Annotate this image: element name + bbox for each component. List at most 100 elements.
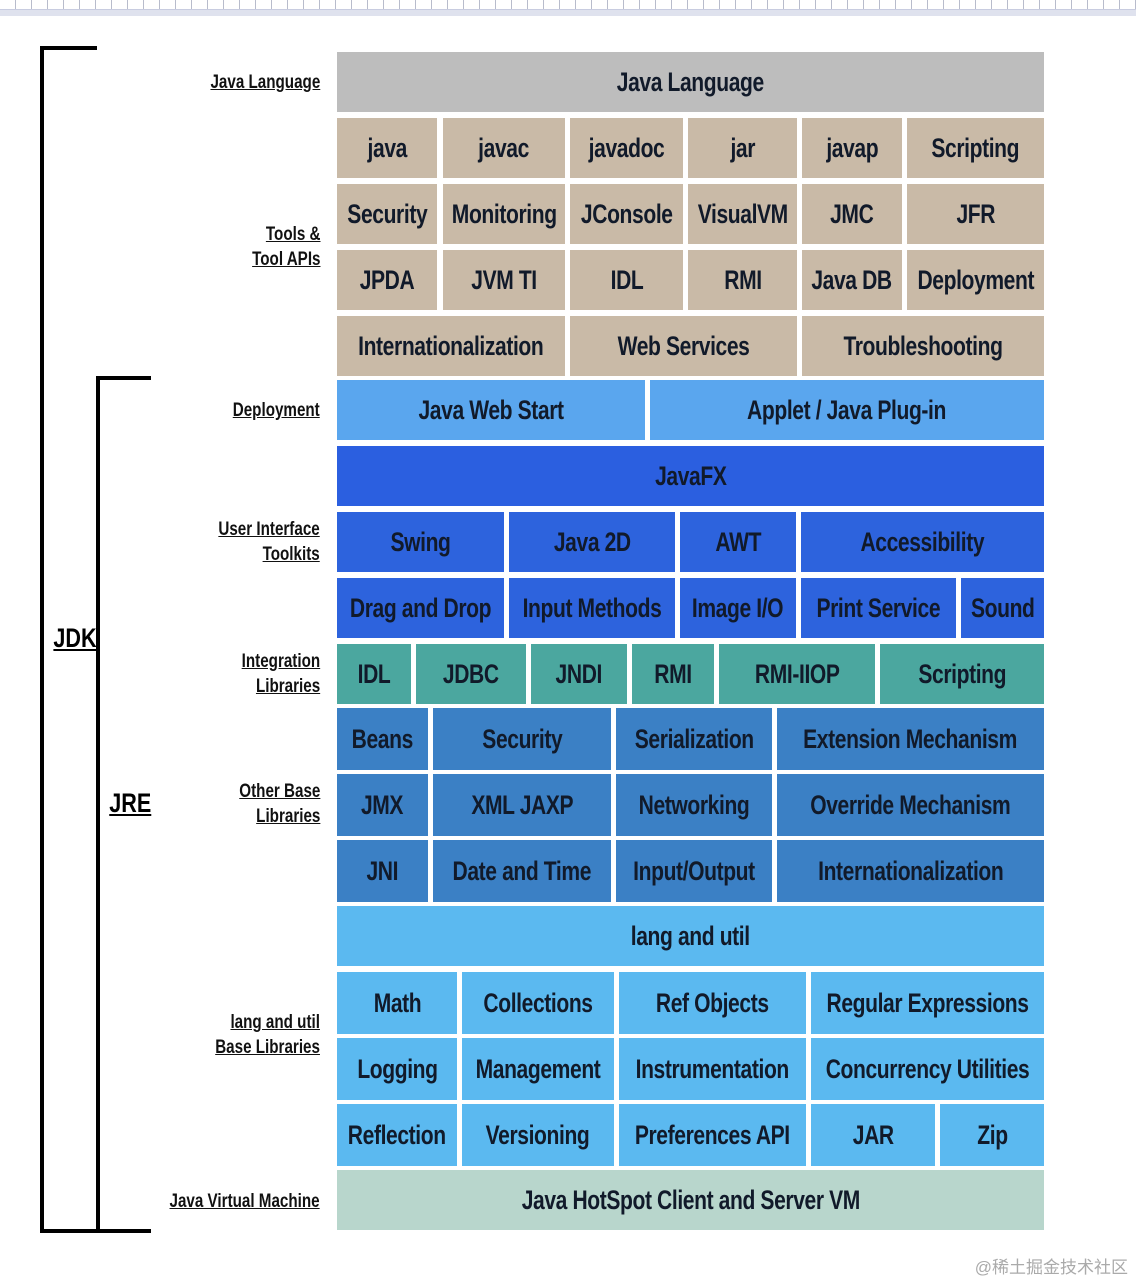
component-langutil: Math bbox=[337, 972, 457, 1034]
layer-label: Tools & Tool APIs bbox=[235, 222, 320, 272]
component-deployment: Java Web Start bbox=[337, 380, 645, 440]
watermark: @稀土掘金技术社区 bbox=[974, 1258, 1128, 1277]
component-label: Java DB bbox=[811, 264, 893, 295]
jre-bracket-top bbox=[96, 376, 151, 380]
component-tools: Monitoring bbox=[443, 184, 565, 244]
layer-label: Deployment bbox=[211, 398, 320, 423]
component-label: JPDA bbox=[359, 264, 415, 295]
component-label: Troubleshooting bbox=[843, 330, 1003, 361]
component-langutil: Logging bbox=[337, 1038, 457, 1100]
component-label: JConsole bbox=[580, 198, 673, 229]
component-label: java bbox=[367, 132, 407, 163]
component-ui: Accessibility bbox=[801, 512, 1044, 572]
component-otherbase: Beans bbox=[337, 708, 428, 770]
component-ui: Print Service bbox=[801, 578, 956, 638]
component-vm: Java HotSpot Client and Server VM bbox=[337, 1170, 1044, 1230]
component-label: Beans bbox=[351, 723, 414, 754]
layer-label-line: Tools & bbox=[265, 224, 320, 245]
component-langutil: Zip bbox=[940, 1104, 1044, 1166]
layer-label: Integration Libraries bbox=[222, 649, 320, 699]
layer-label-line: Other Base bbox=[238, 781, 320, 802]
component-label: JNI bbox=[366, 855, 399, 886]
component-langutil: Reflection bbox=[337, 1104, 457, 1166]
component-label: Zip bbox=[976, 1119, 1008, 1150]
component-integration: JNDI bbox=[531, 644, 627, 704]
component-label: javac bbox=[478, 132, 530, 163]
layer-label-line: Toolkits bbox=[262, 544, 320, 565]
component-label: Regular Expressions bbox=[826, 987, 1029, 1018]
component-tools: Deployment bbox=[907, 250, 1044, 310]
component-label: javap bbox=[826, 132, 878, 163]
layer-label-line: Java Virtual Machine bbox=[169, 1191, 320, 1212]
component-label: IDL bbox=[357, 658, 391, 689]
component-javafx: JavaFX bbox=[337, 446, 1044, 506]
component-otherbase: Networking bbox=[616, 774, 772, 836]
component-tools: IDL bbox=[570, 250, 683, 310]
component-ui: AWT bbox=[680, 512, 796, 572]
component-label: Image I/O bbox=[692, 592, 784, 623]
component-label: JVM TI bbox=[471, 264, 537, 295]
component-label: lang and util bbox=[631, 920, 750, 951]
component-langutil: Instrumentation bbox=[619, 1038, 806, 1100]
component-langutil: Versioning bbox=[462, 1104, 614, 1166]
layer-label: Other Base Libraries bbox=[219, 779, 320, 829]
component-tools: Troubleshooting bbox=[802, 316, 1044, 376]
component-label: AWT bbox=[715, 526, 761, 557]
component-tools: Java DB bbox=[802, 250, 902, 310]
component-label: Scripting bbox=[931, 132, 1020, 163]
component-tools: javac bbox=[443, 118, 565, 178]
layer-label: lang and util Base Libraries bbox=[189, 1010, 320, 1060]
component-langutil: Ref Objects bbox=[619, 972, 806, 1034]
layer-label-line: lang and util bbox=[230, 1012, 320, 1033]
ruler bbox=[0, 0, 1136, 10]
component-label: Java Web Start bbox=[418, 394, 564, 425]
component-otherbase: Internationalization bbox=[777, 840, 1044, 902]
component-label: JDBC bbox=[443, 658, 499, 689]
component-otherbase: Input/Output bbox=[616, 840, 772, 902]
component-tools: Web Services bbox=[570, 316, 797, 376]
component-label: JAR bbox=[852, 1119, 894, 1150]
component-tools: JMC bbox=[802, 184, 902, 244]
component-langutil: Concurrency Utilities bbox=[811, 1038, 1044, 1100]
component-label: JNDI bbox=[555, 658, 603, 689]
component-label: Java Language bbox=[616, 66, 765, 97]
component-tools: RMI bbox=[688, 250, 797, 310]
component-langutil: Regular Expressions bbox=[811, 972, 1044, 1034]
component-label: Instrumentation bbox=[635, 1053, 790, 1084]
component-otherbase: JMX bbox=[337, 774, 428, 836]
component-label: Collections bbox=[483, 987, 593, 1018]
component-label: Ref Objects bbox=[656, 987, 769, 1018]
component-label: Deployment bbox=[917, 264, 1034, 295]
layer-label: Java Virtual Machine bbox=[132, 1189, 320, 1214]
component-label: Override Mechanism bbox=[810, 789, 1011, 820]
component-integration: Scripting bbox=[880, 644, 1044, 704]
component-label: VisualVM bbox=[697, 198, 788, 229]
component-langutil: lang and util bbox=[337, 906, 1044, 966]
component-label: Date and Time bbox=[452, 855, 592, 886]
jdk-bracket-vertical bbox=[40, 46, 44, 1233]
component-label: Input Methods bbox=[522, 592, 662, 623]
component-deployment: Applet / Java Plug-in bbox=[650, 380, 1044, 440]
component-label: Drag and Drop bbox=[349, 592, 492, 623]
component-tools: JPDA bbox=[337, 250, 437, 310]
jre-label: JRE bbox=[109, 788, 152, 818]
component-label: Concurrency Utilities bbox=[825, 1053, 1030, 1084]
component-label: Swing bbox=[390, 526, 451, 557]
component-label: Preferences API bbox=[635, 1119, 790, 1150]
layer-label-line: Libraries bbox=[255, 676, 320, 697]
component-label: Java HotSpot Client and Server VM bbox=[521, 1184, 860, 1215]
component-label: JMC bbox=[830, 198, 874, 229]
component-label: Versioning bbox=[486, 1119, 590, 1150]
component-tools: jar bbox=[688, 118, 797, 178]
component-tools: JFR bbox=[907, 184, 1044, 244]
layer-label-line: Base Libraries bbox=[215, 1037, 320, 1058]
component-tools: Security bbox=[337, 184, 437, 244]
component-langutil: Management bbox=[462, 1038, 614, 1100]
component-langutil: Collections bbox=[462, 972, 614, 1034]
component-ui: Image I/O bbox=[680, 578, 796, 638]
component-label: RMI bbox=[654, 658, 692, 689]
component-ui: Drag and Drop bbox=[337, 578, 504, 638]
component-label: Logging bbox=[356, 1053, 438, 1084]
component-label: Reflection bbox=[348, 1119, 446, 1150]
component-label: Security bbox=[347, 198, 427, 229]
